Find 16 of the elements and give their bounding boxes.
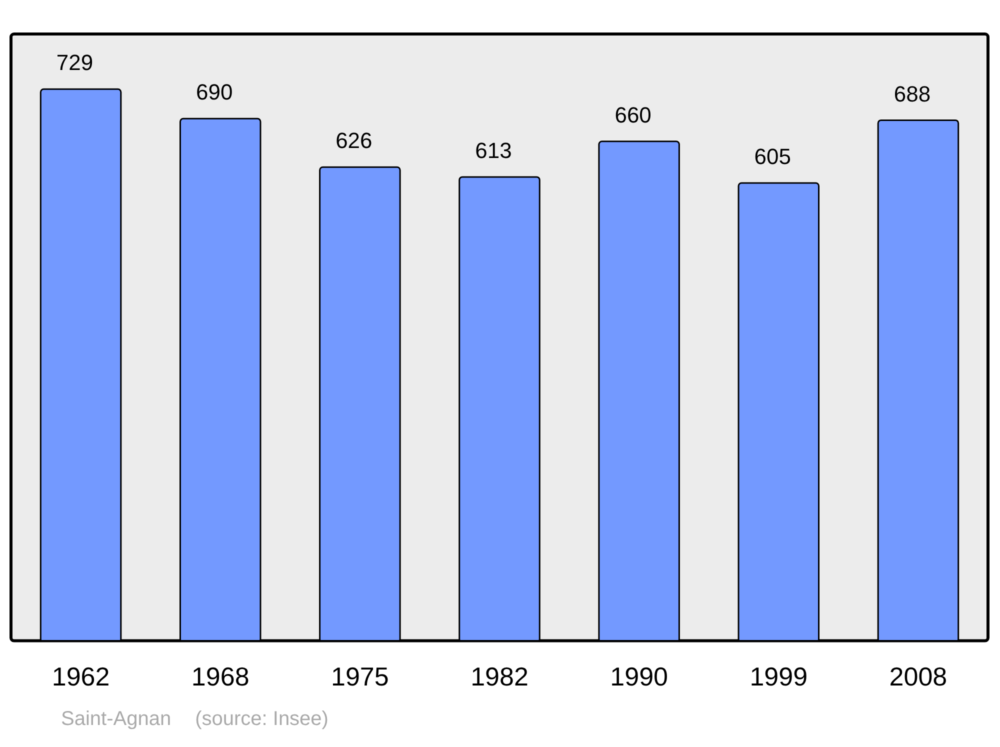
text: (source: Insee) (195, 708, 328, 730)
x-tick-label: 1968 (191, 662, 250, 692)
data-label: 688 (894, 81, 931, 106)
data-label: 626 (336, 128, 372, 154)
data-label: 613 (475, 138, 512, 164)
text: Saint-Agnan (61, 708, 172, 730)
data-label: 729 (56, 50, 94, 76)
x-tick-label: 1962 (52, 662, 110, 692)
x-tick-label: 1975 (331, 662, 389, 692)
data-label: 660 (614, 102, 652, 128)
x-tick-label: 1982 (470, 662, 528, 692)
data-label: 690 (196, 80, 233, 105)
x-tick-label: 2008 (889, 662, 948, 692)
data-label: 605 (754, 144, 791, 170)
x-tick-label: 1990 (610, 662, 668, 692)
x-tick-label: 1999 (750, 662, 808, 692)
